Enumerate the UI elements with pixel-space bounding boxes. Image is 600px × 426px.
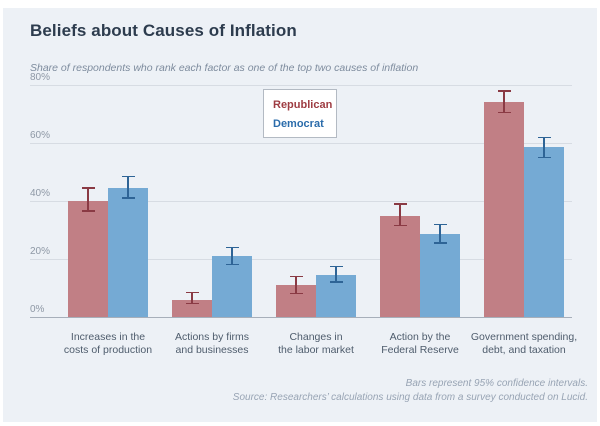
footnote-source: Source: Researchers’ calculations using … <box>232 392 588 403</box>
republican-errorbar-cap <box>81 187 95 189</box>
republican-bar-1 <box>68 201 108 317</box>
gridline-60 <box>30 143 572 144</box>
republican-errorbar-4 <box>399 203 401 226</box>
republican-bar-2 <box>172 299 212 317</box>
republican-errorbar-5 <box>503 90 505 113</box>
republican-errorbar-cap <box>289 275 303 278</box>
democrat-bar-4 <box>420 234 460 317</box>
x-axis-label-1: Increases in the costs of production <box>63 331 153 356</box>
democrat-bar-2 <box>212 256 252 317</box>
gridline-0 <box>30 317 572 318</box>
x-axis-label-4: Action by the Federal Reserve <box>381 331 459 356</box>
republican-errorbar-cap <box>185 302 199 305</box>
democrat-errorbar-cap <box>329 281 343 283</box>
gridline-80 <box>30 85 572 86</box>
republican-errorbar-cap <box>497 90 511 92</box>
democrat-errorbar-cap <box>225 246 239 249</box>
page-title: Beliefs about Causes of Inflation <box>30 21 297 40</box>
legend-item-democrat: Democrat <box>273 118 324 130</box>
plot-area: Republican Democrat 0% 20% 40% 60% 80% Increa… <box>30 72 577 356</box>
legend-item-republican: Republican <box>273 99 333 111</box>
chart-panel: Beliefs about Causes of Inflation Share … <box>3 8 597 422</box>
democrat-errorbar-cap <box>537 136 551 139</box>
democrat-errorbar-cap <box>433 223 447 226</box>
democrat-errorbar-4 <box>439 224 441 244</box>
republican-errorbar-3 <box>295 276 297 294</box>
footnote-ci: Bars represent 95% confidence intervals. <box>405 378 588 389</box>
democrat-errorbar-3 <box>335 266 337 283</box>
democrat-errorbar-cap <box>225 263 239 266</box>
republican-errorbar-cap <box>81 210 95 212</box>
republican-errorbar-2 <box>191 292 193 304</box>
y-axis-tick-0: 0% <box>30 304 45 315</box>
democrat-errorbar-cap <box>121 197 135 199</box>
x-axis-label-5: Government spending, debt, and taxation <box>470 331 578 356</box>
republican-errorbar-cap <box>497 111 511 114</box>
democrat-errorbar-cap <box>433 242 447 244</box>
democrat-errorbar-cap <box>329 265 343 268</box>
democrat-errorbar-5 <box>543 137 545 158</box>
gridline-40 <box>30 201 572 202</box>
chart-subtitle: Share of respondents who rank each facto… <box>30 62 419 74</box>
y-axis-tick-80: 80% <box>30 72 51 83</box>
x-axis-label-3: Changes in the labor market <box>278 331 354 356</box>
republican-errorbar-cap <box>289 292 303 295</box>
chart-footnotes: Bars represent 95% confidence intervals.… <box>233 377 588 405</box>
y-axis-tick-20: 20% <box>30 246 51 257</box>
y-axis-tick-40: 40% <box>30 188 51 199</box>
republican-errorbar-cap <box>393 224 407 227</box>
democrat-errorbar-2 <box>231 247 233 265</box>
republican-bar-4 <box>380 215 420 317</box>
x-axis-label-2: Actions by firms and businesses <box>174 331 250 356</box>
y-axis-tick-60: 60% <box>30 130 51 141</box>
democrat-errorbar-cap <box>537 156 551 158</box>
democrat-errorbar-cap <box>121 175 135 178</box>
republican-errorbar-1 <box>87 187 89 212</box>
democrat-bar-5 <box>524 147 564 317</box>
democrat-errorbar-1 <box>127 176 129 199</box>
republican-errorbar-cap <box>185 291 199 294</box>
chart-legend: Republican Democrat <box>263 89 337 138</box>
republican-bar-5 <box>484 102 524 317</box>
gridline-20 <box>30 259 572 260</box>
republican-errorbar-cap <box>393 203 407 205</box>
democrat-bar-1 <box>108 187 148 317</box>
